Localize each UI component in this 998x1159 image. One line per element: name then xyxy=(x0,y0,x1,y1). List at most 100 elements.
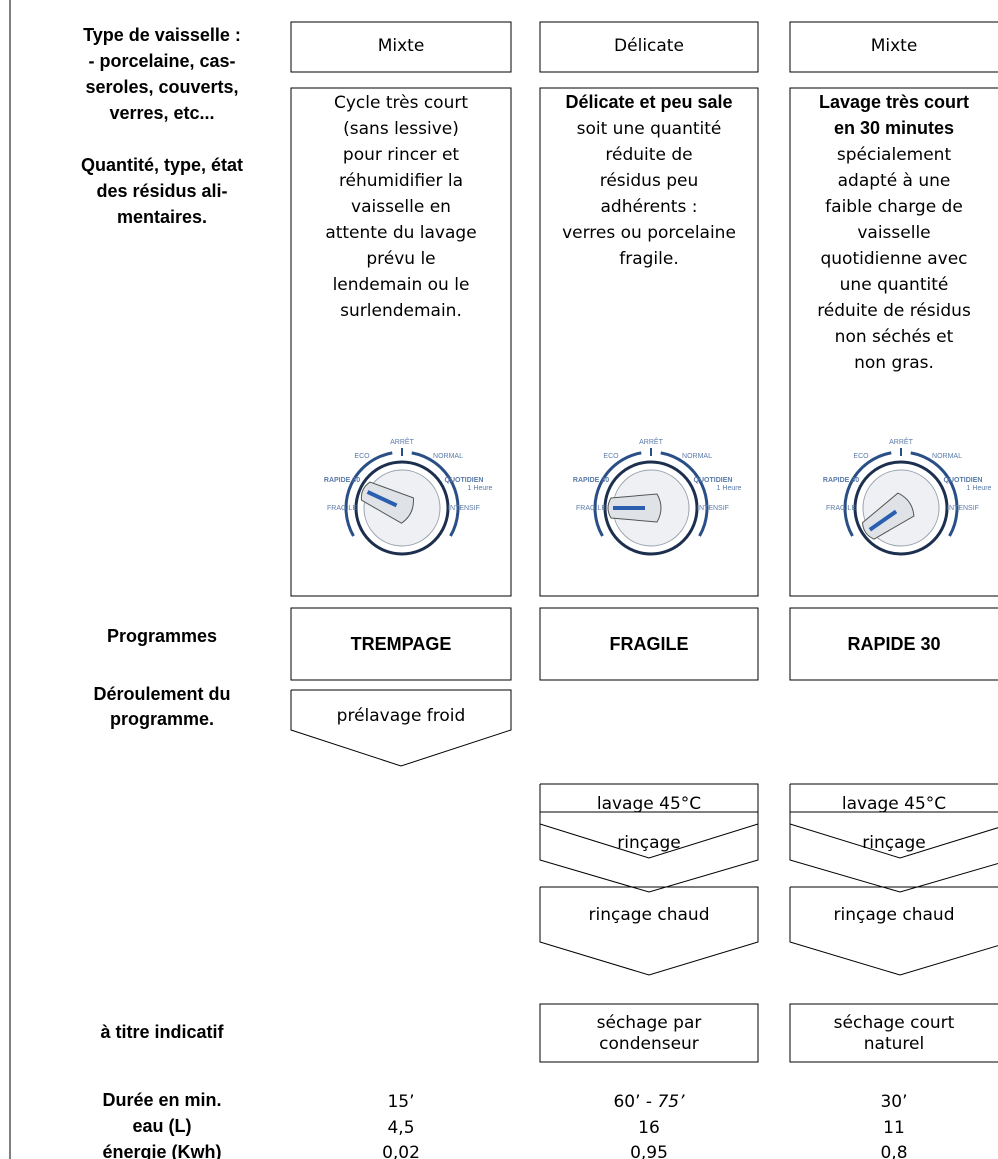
programme-box xyxy=(539,607,759,681)
description-line: soit une quantité xyxy=(577,119,722,139)
program-dial: ARRÊT ECO NORMAL RAPIDE 30 QUOTIDIEN FRAGILE I… xyxy=(573,437,742,556)
step-arrow xyxy=(290,689,512,767)
description-line: prévu le xyxy=(366,249,435,269)
dial-label: RAPIDE 30 xyxy=(573,477,609,484)
left-label: Durée en min. xyxy=(102,1090,221,1110)
left-label: verres, etc... xyxy=(109,103,214,123)
description-line: adhérents : xyxy=(601,197,698,217)
drying-box xyxy=(789,1003,998,1063)
dial-arc xyxy=(593,451,642,537)
program-dial: ARRÊT ECO NORMAL RAPIDE 30 QUOTIDIEN FRAGILE I… xyxy=(823,437,992,556)
type-box xyxy=(290,21,512,73)
description-line: non gras. xyxy=(854,353,934,373)
left-label: seroles, couverts, xyxy=(85,77,238,97)
left-label: Programmes xyxy=(107,626,217,646)
description-line: réhumidifier la xyxy=(339,171,463,191)
duration-part: 30’ xyxy=(880,1092,907,1112)
dial-pointer xyxy=(360,481,414,524)
dial-label: NORMAL xyxy=(682,453,712,460)
dial-label: INTENSIF xyxy=(947,505,979,512)
dial-arc xyxy=(411,451,460,537)
left-label: des résidus ali- xyxy=(96,181,227,201)
description-line: attente du lavage xyxy=(325,223,476,243)
energy: 0,02 xyxy=(382,1143,420,1159)
step-label: rinçage chaud xyxy=(833,905,954,925)
step-label: rinçage xyxy=(617,833,681,853)
drying-label: séchage par xyxy=(597,1013,702,1033)
dial-label: QUOTIDIEN xyxy=(944,477,983,484)
type-label: Mixte xyxy=(871,36,918,56)
dial-label: QUOTIDIEN xyxy=(445,477,484,484)
type-box xyxy=(539,21,759,73)
dial-arc xyxy=(344,451,393,537)
step-arrow xyxy=(539,886,759,976)
programme-box xyxy=(789,607,998,681)
description-line: (sans lessive) xyxy=(343,119,459,139)
duration: 60’ - 75’ xyxy=(613,1092,685,1112)
left-label: eau (L) xyxy=(132,1116,191,1136)
dial-needle xyxy=(366,490,398,508)
duration-part: 75’ xyxy=(657,1092,685,1112)
description-line: verres ou porcelaine xyxy=(562,223,736,243)
duration: 15’ xyxy=(387,1092,414,1112)
dial-pointer xyxy=(607,493,662,523)
water: 16 xyxy=(638,1118,660,1138)
dial-label: ARRÊT xyxy=(889,437,913,446)
description-line: adapté à une xyxy=(838,171,951,191)
dial-arc xyxy=(660,451,709,537)
dial-label: 1 Heure xyxy=(967,485,992,492)
left-label: - porcelaine, cas- xyxy=(88,51,235,71)
dial-label: ECO xyxy=(853,453,869,460)
programme-box xyxy=(290,607,512,681)
energy: 0,8 xyxy=(880,1143,907,1159)
programme-name: TREMPAGE xyxy=(351,634,452,654)
left-label: Type de vaisselle : xyxy=(83,25,241,45)
dial-label: NORMAL xyxy=(433,453,463,460)
description-line: non séchés et xyxy=(835,327,954,347)
dial-label: FRAGILE xyxy=(826,505,856,512)
dial-label: ARRÊT xyxy=(639,437,663,446)
dial-arc xyxy=(843,451,892,537)
description-line: vaisselle xyxy=(857,223,930,243)
type-box xyxy=(789,21,998,73)
step-label: lavage 45°C xyxy=(842,794,946,814)
description-line: vaisselle en xyxy=(351,197,451,217)
step-label: prélavage froid xyxy=(337,706,466,726)
dial-pointer xyxy=(861,492,915,540)
step-label: rinçage chaud xyxy=(588,905,709,925)
description-line: Cycle très court xyxy=(334,93,468,113)
drying-label: condenseur xyxy=(599,1034,699,1054)
dial-label: ECO xyxy=(354,453,370,460)
drying-box xyxy=(539,1003,759,1063)
step-arrow xyxy=(789,811,998,893)
description-line: spécialement xyxy=(837,145,952,165)
description-line: réduite de xyxy=(605,145,692,165)
programme-name: RAPIDE 30 xyxy=(847,634,940,654)
dial-arc xyxy=(910,451,959,537)
left-label: à titre indicatif xyxy=(100,1022,224,1042)
dial-label: QUOTIDIEN xyxy=(694,477,733,484)
description-line: quotidienne avec xyxy=(820,249,967,269)
drying-label: séchage court xyxy=(834,1013,955,1033)
dial-needle xyxy=(868,509,898,532)
duration-part: 15’ xyxy=(387,1092,414,1112)
step-label: lavage 45°C xyxy=(597,794,701,814)
dial-label: INTENSIF xyxy=(448,505,480,512)
water: 11 xyxy=(883,1118,905,1138)
duration-part: 60’ - xyxy=(613,1092,657,1112)
programme-name: FRAGILE xyxy=(610,634,689,654)
water: 4,5 xyxy=(387,1118,414,1138)
left-label: Quantité, type, état xyxy=(81,155,243,175)
dial-label: INTENSIF xyxy=(697,505,729,512)
step-arrow xyxy=(539,811,759,893)
dial-label: 1 Heure xyxy=(468,485,493,492)
step-label: rinçage xyxy=(862,833,926,853)
duration: 30’ xyxy=(880,1092,907,1112)
dial-label: FRAGILE xyxy=(576,505,606,512)
description-line: faible charge de xyxy=(825,197,963,217)
step-arrow xyxy=(789,886,998,976)
left-label: énergie (Kwh) xyxy=(102,1142,221,1159)
type-label: Mixte xyxy=(378,36,425,56)
description-bold: en 30 minutes xyxy=(834,118,954,138)
